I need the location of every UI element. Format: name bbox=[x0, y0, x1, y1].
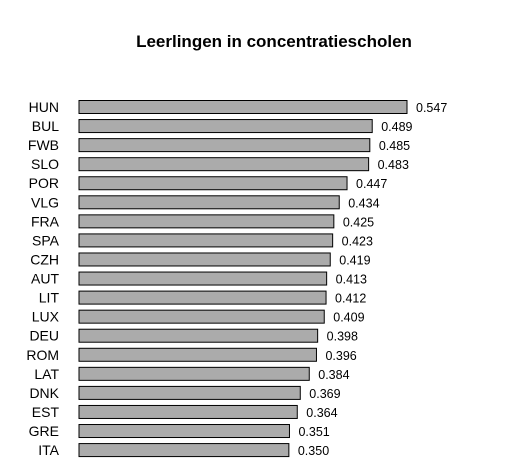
value-label-deu: 0.398 bbox=[327, 330, 358, 344]
bar-spa bbox=[78, 233, 334, 248]
category-label-aut: AUT bbox=[31, 271, 59, 287]
bar-ita bbox=[78, 443, 290, 458]
bar-deu bbox=[78, 328, 319, 343]
category-label-bul: BUL bbox=[32, 118, 59, 134]
value-label-dnk: 0.369 bbox=[309, 387, 340, 401]
value-label-lux: 0.409 bbox=[333, 311, 364, 325]
chart-title: Leerlingen in concentratiescholen bbox=[136, 32, 412, 51]
category-label-fra: FRA bbox=[31, 213, 60, 229]
bar-fwb bbox=[78, 138, 371, 153]
value-label-por: 0.447 bbox=[356, 177, 387, 191]
category-label-fwb: FWB bbox=[28, 137, 59, 153]
category-label-lux: LUX bbox=[32, 309, 60, 325]
bar-lat bbox=[78, 366, 310, 381]
value-label-fwb: 0.485 bbox=[379, 139, 410, 153]
value-label-rom: 0.396 bbox=[325, 349, 356, 363]
category-label-deu: DEU bbox=[29, 328, 59, 344]
category-label-hun: HUN bbox=[29, 99, 59, 115]
category-label-gre: GRE bbox=[29, 423, 59, 439]
bar-vlg bbox=[78, 195, 340, 210]
value-label-lat: 0.384 bbox=[318, 368, 349, 382]
category-label-ita: ITA bbox=[38, 442, 59, 458]
bar-lit bbox=[78, 290, 327, 305]
value-label-ita: 0.350 bbox=[298, 444, 329, 458]
value-label-czh: 0.419 bbox=[339, 253, 370, 267]
category-label-czh: CZH bbox=[30, 251, 59, 267]
category-label-rom: ROM bbox=[26, 347, 59, 363]
value-label-spa: 0.423 bbox=[342, 234, 373, 248]
category-label-est: EST bbox=[32, 404, 60, 420]
value-label-hun: 0.547 bbox=[416, 101, 447, 115]
bar-est bbox=[78, 404, 298, 419]
value-label-vlg: 0.434 bbox=[348, 196, 379, 210]
bar-dnk bbox=[78, 385, 301, 400]
value-label-est: 0.364 bbox=[306, 406, 337, 420]
bar-aut bbox=[78, 271, 328, 286]
category-label-lit: LIT bbox=[39, 290, 60, 306]
bar-bul bbox=[78, 119, 373, 134]
bar-por bbox=[78, 176, 348, 191]
category-label-vlg: VLG bbox=[31, 194, 59, 210]
category-label-spa: SPA bbox=[32, 232, 60, 248]
bar-gre bbox=[78, 424, 290, 439]
bar-czh bbox=[78, 252, 331, 267]
value-label-lit: 0.412 bbox=[335, 292, 366, 306]
bar-lux bbox=[78, 309, 325, 324]
category-label-dnk: DNK bbox=[29, 385, 59, 401]
category-label-slo: SLO bbox=[31, 156, 59, 172]
category-label-lat: LAT bbox=[34, 366, 59, 382]
bar-slo bbox=[78, 157, 370, 172]
bar-rom bbox=[78, 347, 317, 362]
value-label-fra: 0.425 bbox=[343, 215, 374, 229]
bar-hun bbox=[78, 100, 408, 114]
bar-fra bbox=[78, 214, 335, 229]
category-label-por: POR bbox=[29, 175, 59, 191]
value-label-gre: 0.351 bbox=[298, 425, 329, 439]
value-label-bul: 0.489 bbox=[381, 120, 412, 134]
value-label-slo: 0.483 bbox=[378, 158, 409, 172]
bars-layer: HUN 0.547 BUL 0.489 FWB 0.485 SLO 0.483 POR 0.447… bbox=[26, 99, 447, 458]
value-label-aut: 0.413 bbox=[336, 273, 367, 287]
